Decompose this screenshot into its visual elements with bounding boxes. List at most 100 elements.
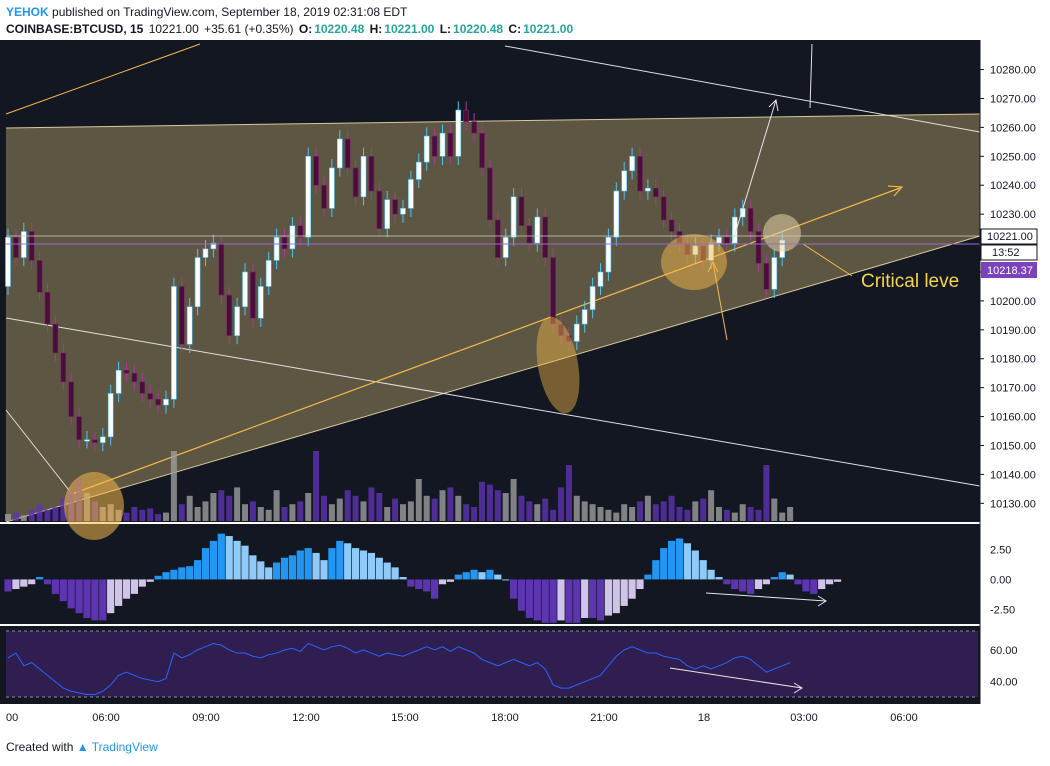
- macd-bar: [43, 579, 52, 585]
- volume-bar: [676, 507, 683, 521]
- candle: [724, 236, 730, 244]
- macd-bar: [83, 579, 91, 618]
- footer: Created with ▲ TradingView: [6, 740, 158, 754]
- time-tick-label: 06:00: [890, 712, 918, 724]
- candle: [573, 323, 580, 342]
- macd-bar: [115, 579, 123, 606]
- volume-bar: [178, 504, 185, 521]
- publisher-name[interactable]: YEHOK: [6, 5, 49, 19]
- price-tick-label: 10170.00: [990, 383, 1036, 395]
- volume-bar: [289, 504, 296, 521]
- volume-bar: [321, 495, 327, 521]
- orange-support-trendline: [71, 187, 901, 495]
- white-arrow-head: [768, 98, 779, 112]
- volume-bar: [281, 507, 288, 521]
- candle: [281, 236, 288, 250]
- macd-bar: [770, 577, 778, 580]
- price-tick-label: 10160.00: [990, 412, 1036, 424]
- tradingview-brand[interactable]: TradingView: [91, 740, 158, 754]
- macd-bar: [699, 560, 707, 580]
- volume-bar: [384, 507, 391, 521]
- time-axis[interactable]: 00 06:00 09:00 12:00 15:00 18:00 21:00 18 03:00 0…: [6, 712, 918, 724]
- volume-bar: [186, 495, 193, 521]
- candle: [763, 263, 770, 290]
- macd-bar: [304, 548, 312, 580]
- candle: [613, 190, 620, 238]
- macd-bar: [209, 540, 217, 580]
- macd-bar: [241, 545, 249, 580]
- macd-bar: [778, 572, 786, 580]
- candle: [60, 352, 67, 383]
- macd-bar: [589, 579, 597, 618]
- time-tick-label: 12:00: [292, 712, 320, 724]
- volume-bar: [44, 509, 51, 521]
- macd-bar: [344, 543, 352, 580]
- candle: [629, 156, 635, 172]
- candle: [605, 236, 612, 273]
- candle: [20, 231, 27, 258]
- macd-bar: [494, 574, 502, 580]
- volume-bar: [502, 493, 509, 521]
- volume-bar: [597, 507, 604, 521]
- macd-divergence-arrow: [705, 592, 827, 602]
- macd-bar: [273, 562, 281, 580]
- macd-bar: [312, 552, 320, 580]
- macd-bar: [510, 579, 518, 599]
- candle: [463, 109, 470, 122]
- candle: [716, 236, 722, 244]
- candle: [510, 196, 517, 238]
- candle: [502, 236, 509, 258]
- macd-bar: [154, 575, 162, 580]
- volume-bar: [249, 501, 256, 521]
- macd-divergence-arrow-head: [817, 595, 827, 607]
- volume-bar: [463, 504, 470, 521]
- countdown-tag-text: 13:52: [992, 247, 1020, 259]
- macd-bar: [194, 560, 202, 580]
- created-with-label: Created with: [6, 740, 74, 754]
- candle: [597, 271, 604, 287]
- volume-bar: [447, 487, 454, 521]
- macd-bar: [652, 560, 660, 580]
- candle: [123, 370, 130, 374]
- volume-bar: [257, 507, 264, 521]
- volume-bar: [605, 509, 612, 521]
- macd-bar: [596, 579, 605, 621]
- candle: [352, 167, 359, 198]
- rsi-axis: 60.00 40.00: [990, 645, 1018, 689]
- critical-level-pointer: [802, 243, 853, 277]
- candle: [84, 439, 90, 442]
- candle: [52, 323, 59, 354]
- macd-bar: [786, 574, 794, 580]
- macd-bar: [707, 569, 715, 580]
- candle: [289, 225, 296, 250]
- candle: [155, 398, 161, 406]
- macd-bar: [107, 579, 115, 614]
- candle: [76, 416, 82, 441]
- last-price-tag-text: 10221.00: [987, 231, 1033, 243]
- macd-bar: [28, 579, 36, 585]
- macd-bar: [691, 550, 699, 580]
- time-tick-label: 09:00: [192, 712, 220, 724]
- candle: [637, 156, 643, 192]
- time-tick-label: 03:00: [790, 712, 818, 724]
- volume-bar: [581, 501, 588, 521]
- candle: [487, 167, 493, 221]
- volume-bar: [313, 451, 320, 521]
- candle: [415, 161, 422, 180]
- candle: [518, 196, 525, 227]
- macd-bar: [431, 579, 439, 599]
- volume-bar: [423, 495, 430, 521]
- volume-bar: [218, 490, 225, 521]
- volume-bar: [392, 498, 399, 521]
- candle: [494, 219, 501, 258]
- volume-bar: [368, 487, 375, 521]
- volume-bar: [621, 504, 628, 521]
- published-text: published on TradingView.com, September …: [52, 5, 408, 19]
- vertical-white-line: [809, 43, 813, 109]
- macd-bar: [668, 540, 676, 580]
- candle: [131, 372, 138, 383]
- candle: [68, 381, 74, 417]
- volume-bar: [755, 509, 762, 521]
- volume-bar: [629, 507, 636, 521]
